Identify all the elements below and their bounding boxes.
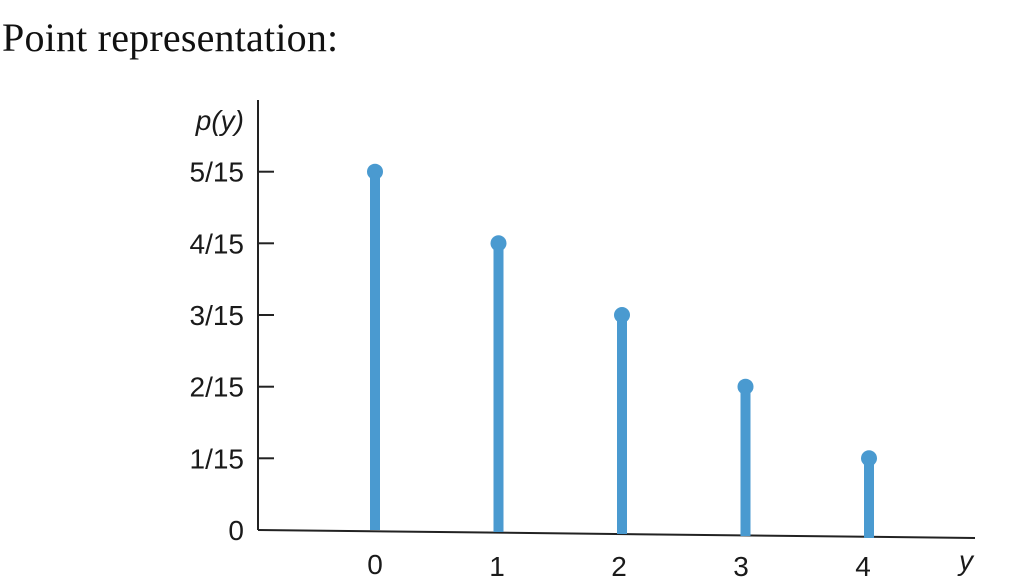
x-axis-line <box>257 529 976 539</box>
stem-point <box>614 307 630 323</box>
y-tick-label: 1/15 <box>190 443 245 474</box>
x-tick-label: 3 <box>733 551 749 582</box>
stem-point <box>490 235 507 252</box>
stem-point <box>861 450 877 467</box>
y-tick-label: 5/15 <box>190 157 245 188</box>
stem-point <box>737 378 754 395</box>
stem-point <box>367 163 383 180</box>
x-tick-label: 2 <box>611 551 627 582</box>
y-tick-label: 0 <box>228 515 244 546</box>
chart-stems <box>367 163 877 538</box>
page-heading: Point representation: <box>2 15 339 60</box>
y-ticks: 0 1/15 2/15 3/15 4/15 5/15 <box>190 157 274 546</box>
x-tick-label: 1 <box>489 551 505 582</box>
x-axis-label: y <box>957 545 975 576</box>
x-tick-label: 4 <box>855 551 871 582</box>
y-tick-label: 4/15 <box>190 228 245 259</box>
x-tick-label: 0 <box>367 549 383 580</box>
y-tick-label: 2/15 <box>190 372 245 403</box>
y-tick-label: 3/15 <box>190 300 245 331</box>
y-axis-label: p(y) <box>195 105 244 136</box>
x-ticks: 0 1 2 3 4 <box>367 549 871 582</box>
